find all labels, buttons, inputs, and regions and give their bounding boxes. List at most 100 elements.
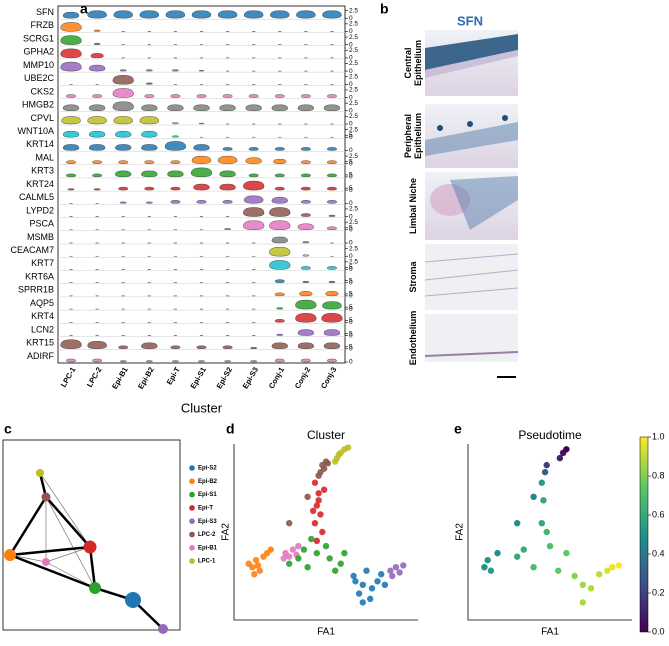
stain: [424, 253, 519, 297]
violin: [141, 342, 158, 349]
violin: [325, 291, 339, 297]
image-label: Limbal Niche: [408, 178, 418, 234]
x-tick-label: Epi-T: [165, 365, 182, 386]
y-axis-label: FA2: [455, 523, 466, 541]
x-tick-label: LPC-2: [85, 365, 104, 388]
violin: [167, 104, 184, 111]
violin: [141, 170, 158, 178]
gene-label: MMP10: [23, 60, 54, 70]
violin: [299, 291, 313, 297]
violin: [196, 94, 207, 98]
violin: [88, 64, 106, 72]
y-tick-label: 2.5: [349, 245, 358, 252]
graph-edge: [8, 496, 48, 556]
violin: [269, 220, 291, 230]
y-tick-label: 0: [349, 279, 353, 286]
y-tick-label: 2.5: [349, 21, 358, 28]
gene-label: CKS2: [30, 86, 54, 96]
point: [378, 571, 385, 578]
chart-title: Cluster: [307, 428, 345, 442]
point: [320, 486, 328, 493]
violin: [270, 10, 290, 19]
violin: [196, 345, 207, 349]
y-tick-label: 5: [349, 132, 353, 139]
graph-frame: [2, 439, 181, 631]
violin: [217, 155, 238, 164]
y-tick-label: 0: [349, 293, 353, 300]
point: [335, 451, 343, 458]
point: [313, 549, 320, 557]
violin: [172, 122, 179, 125]
violin: [243, 195, 264, 204]
image-label-line: Peripheral: [403, 114, 413, 158]
violin: [113, 116, 133, 125]
x-tick-label: Epi-B2: [136, 365, 156, 390]
gene-label: SCRG1: [23, 33, 54, 43]
violin: [222, 147, 233, 151]
y-tick-label: 0: [349, 266, 353, 273]
graph-node: [89, 582, 101, 594]
violin: [300, 160, 311, 164]
y-tick-label: 2.5: [349, 73, 358, 80]
violin: [300, 186, 311, 191]
colorbar-tick-label: 0.2: [652, 587, 665, 597]
y-tick-label: 5: [349, 344, 353, 351]
y-tick-label: 0: [349, 319, 353, 326]
violin: [243, 220, 265, 230]
point: [286, 560, 293, 567]
point: [514, 520, 521, 527]
legend-label: Epi-B1: [198, 545, 218, 551]
x-axis-label: FA1: [541, 627, 559, 638]
violin: [119, 69, 127, 72]
panel-label: c: [4, 421, 12, 437]
axes: [467, 444, 632, 621]
point: [366, 595, 374, 603]
point: [514, 553, 521, 560]
y-tick-label: 0: [349, 213, 353, 220]
violin: [323, 329, 341, 336]
point: [587, 585, 595, 592]
violin: [144, 94, 155, 98]
violin: [62, 144, 80, 151]
violin: [250, 360, 258, 363]
point: [315, 490, 322, 497]
point: [596, 571, 603, 578]
point: [363, 567, 370, 574]
violin: [248, 147, 259, 151]
y-tick-label: 2.5: [349, 126, 358, 133]
gene-label: LYPD2: [26, 205, 54, 215]
point: [400, 562, 407, 569]
x-tick-label: Conj-1: [267, 365, 286, 390]
image-label-line: Central: [403, 47, 413, 78]
violin: [302, 280, 310, 283]
image-label-line: Stroma: [408, 261, 418, 293]
y-tick-label: 5: [349, 317, 353, 324]
panel-label: b: [380, 1, 389, 17]
legend-label: LPC-1: [198, 559, 216, 565]
point: [538, 479, 545, 486]
point: [546, 542, 554, 550]
point: [484, 556, 491, 564]
gene-label: SFN: [36, 7, 54, 17]
stain: [425, 34, 518, 70]
point: [286, 553, 293, 560]
violin: [87, 10, 107, 19]
image-label: Endothelium: [408, 311, 418, 366]
violin: [92, 94, 103, 98]
gene-label: KRT14: [26, 139, 54, 149]
y-tick-label: 5: [349, 330, 353, 337]
point: [315, 497, 322, 504]
y-tick-label: 5: [349, 225, 353, 232]
y-tick-label: 0: [349, 226, 353, 233]
x-tick-label: Conj-3: [319, 365, 338, 390]
point: [368, 585, 376, 592]
gene-label: KRT24: [26, 179, 54, 189]
violin: [112, 75, 134, 85]
violin: [322, 301, 342, 310]
violin: [297, 342, 315, 349]
y-tick-label: 0: [349, 94, 353, 101]
y-tick-label: 5: [349, 172, 353, 179]
gene-label: KRT15: [26, 338, 54, 348]
violin: [170, 94, 181, 98]
violin: [274, 292, 285, 297]
